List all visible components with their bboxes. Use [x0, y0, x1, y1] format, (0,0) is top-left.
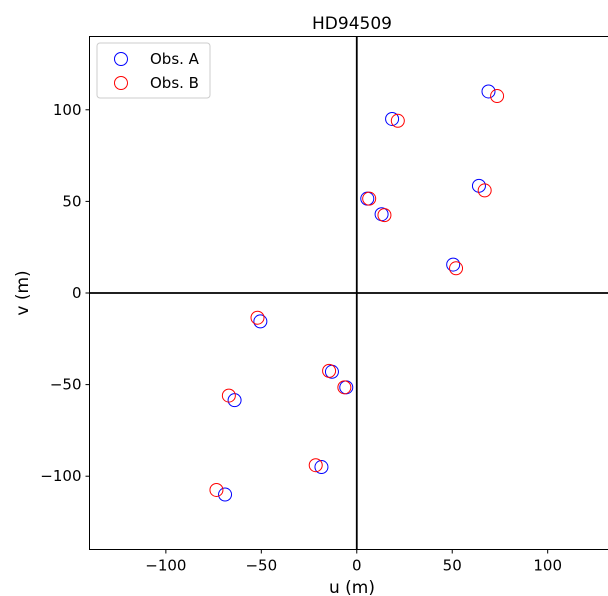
marker-obs-a	[481, 84, 496, 99]
marker-obs-b	[322, 363, 337, 378]
x-tick-label: 0	[352, 557, 362, 575]
zero-axis-lines	[89, 36, 608, 550]
marker-obs-a	[314, 460, 329, 475]
y-tick-label: 100	[53, 101, 82, 119]
chart-title: HD94509	[312, 14, 392, 34]
y-tick-label: −50	[50, 376, 82, 394]
marker-obs-a	[446, 257, 461, 272]
x-tick-label: −50	[245, 557, 277, 575]
x-tick-label: 50	[443, 557, 462, 575]
legend-box	[96, 42, 211, 99]
marker-obs-b	[221, 388, 236, 403]
marker-obs-a	[471, 178, 486, 193]
legend-label-obs-a: Obs. A	[150, 50, 200, 68]
y-tick-label: −100	[40, 467, 81, 485]
data-markers	[209, 84, 505, 502]
marker-obs-b	[390, 113, 405, 128]
legend-label-obs-b: Obs. B	[150, 74, 199, 92]
axis-ticks: −100 −50 0 50 100 −100 −50 0 50 100	[40, 101, 562, 575]
marker-obs-a	[385, 111, 400, 126]
marker-obs-b	[337, 380, 352, 395]
legend-marker-obs-b	[114, 76, 128, 90]
legend: Obs. A Obs. B	[96, 42, 211, 99]
marker-obs-b	[490, 89, 505, 104]
legend-marker-obs-a	[114, 52, 128, 66]
marker-obs-b	[308, 458, 323, 473]
y-tick-label: 0	[72, 284, 82, 302]
y-axis-label: v (m)	[13, 270, 33, 315]
marker-obs-a	[253, 314, 268, 329]
marker-obs-b	[362, 191, 377, 206]
x-axis-label: u (m)	[329, 578, 375, 596]
marker-obs-b	[377, 208, 392, 223]
y-tick-label: 50	[62, 192, 81, 210]
marker-obs-a	[218, 487, 233, 502]
marker-obs-b	[477, 183, 492, 198]
x-tick-label: 100	[533, 557, 562, 575]
marker-obs-b	[250, 310, 265, 325]
marker-obs-b	[449, 261, 464, 276]
marker-obs-b	[209, 482, 224, 497]
marker-obs-a	[227, 393, 242, 408]
x-tick-label: −100	[145, 557, 186, 575]
